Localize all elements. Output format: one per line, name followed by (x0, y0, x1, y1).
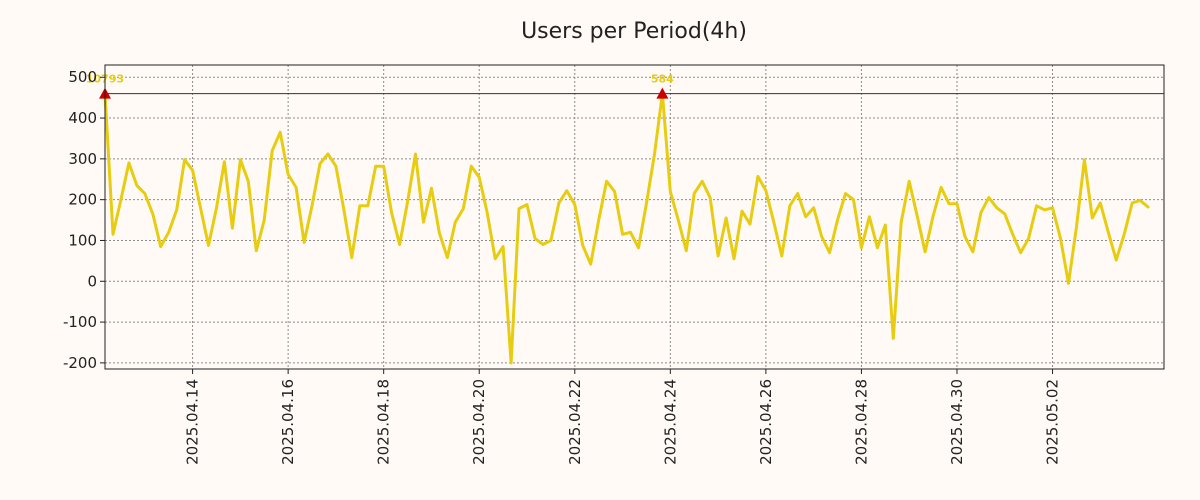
peak-marker (656, 87, 669, 99)
x-tick-label: 2025.04.14 (184, 379, 202, 465)
y-tick-label: 200 (68, 191, 97, 209)
y-tick-label: -100 (63, 313, 97, 331)
y-tick-label: 0 (87, 272, 97, 290)
x-tick-label: 2025.04.16 (279, 379, 297, 465)
x-axis-ticks: 2025.04.14 2025.04.16 2025.04.18 2025.04.20… (184, 369, 1062, 465)
y-tick-label: 400 (68, 109, 97, 127)
y-tick-label: -200 (63, 354, 97, 372)
plot-frame (104, 64, 1165, 370)
x-tick-label: 2025.04.28 (852, 379, 870, 465)
y-tick-label: 500 (68, 68, 97, 86)
y-tick-label: 300 (68, 150, 97, 168)
x-tick-label: 2025.04.20 (470, 379, 488, 465)
x-tick-label: 2025.04.18 (375, 379, 393, 465)
grid (105, 65, 1164, 369)
x-tick-label: 2025.04.30 (948, 379, 966, 465)
x-tick-label: 2025.04.24 (661, 379, 679, 465)
y-axis-ticks: -200 -100 0 100 200 300 400 500 (63, 68, 105, 372)
x-tick-label: 2025.05.02 (1044, 379, 1062, 465)
chart-title: Users per Period(4h) (521, 19, 747, 44)
x-tick-label: 2025.04.22 (566, 379, 584, 465)
x-tick-label: 2025.04.26 (757, 379, 775, 465)
series-layer (103, 92, 1150, 365)
annotation-layer: 10793 584 (86, 73, 674, 99)
peak-label: 584 (651, 73, 674, 86)
y-tick-label: 100 (68, 231, 97, 249)
series-line (103, 92, 1150, 365)
